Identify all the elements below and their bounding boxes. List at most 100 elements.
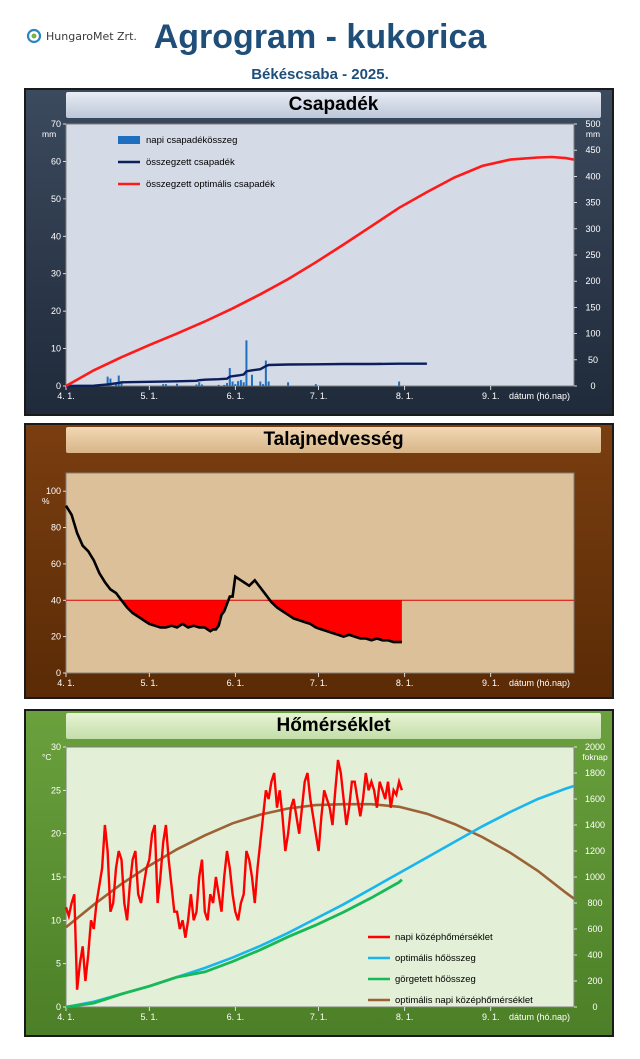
- y-left-unit: %: [42, 496, 50, 506]
- legend-label-2: optimális hőösszeg: [395, 953, 476, 964]
- y-right-tick-label: 2000: [585, 742, 605, 752]
- y-right-unit: mm: [586, 129, 600, 139]
- x-tick-label: 9. 1.: [482, 391, 500, 401]
- legend-label-4: optimális napi középhőmérséklet: [395, 995, 533, 1006]
- soil-moisture-panel: Talajnedvesség 0 20 40 60 80 100% 4. 1. 5. 1. 6.…: [24, 423, 614, 699]
- y-left-tick-label: 20: [51, 632, 61, 642]
- daily-precip-bar: [114, 384, 117, 386]
- y-right-tick-label: 1200: [585, 846, 605, 856]
- y-right-tick-label: 1400: [585, 820, 605, 830]
- x-tick-label: 6. 1.: [227, 391, 245, 401]
- legend-label-cumulative: összegzett csapadék: [146, 157, 235, 168]
- daily-precip-bar: [176, 383, 179, 386]
- daily-precip-bar: [201, 384, 204, 386]
- x-tick-label: 7. 1.: [310, 391, 328, 401]
- y-right-tick-label: 100: [585, 329, 600, 339]
- daily-precip-bar: [162, 384, 165, 386]
- y-right-tick-label: 200: [587, 976, 602, 986]
- y-left-tick-label: 40: [51, 231, 61, 241]
- daily-mean-temp-line: [64, 759, 404, 990]
- y-left-tick-label: 5: [56, 959, 61, 969]
- cumulative-precip-line: [65, 362, 427, 388]
- logo-text: HungaroMet Zrt.: [46, 29, 137, 43]
- daily-precip-bar: [242, 382, 245, 386]
- y-right-tick-label: 400: [585, 171, 600, 181]
- y-right-tick-label: 600: [587, 924, 602, 934]
- daily-precip-bar: [239, 380, 242, 386]
- y-left-tick-label: 20: [51, 306, 61, 316]
- y-right-tick-label: 400: [587, 950, 602, 960]
- y-left-tick-label: 25: [51, 785, 61, 795]
- y-right-tick-label: 350: [585, 198, 600, 208]
- daily-precip-bar: [267, 381, 270, 386]
- y-right-tick-label: 450: [585, 145, 600, 155]
- x-tick-label: 9. 1.: [482, 1012, 500, 1022]
- y-left-unit: mm: [42, 129, 56, 139]
- legend-label-daily: napi csapadékösszeg: [146, 135, 237, 146]
- y-right-tick-label: 250: [585, 250, 600, 260]
- daily-precip-bar: [398, 381, 401, 386]
- x-tick-label: 7. 1.: [310, 678, 328, 688]
- x-tick-label: 5. 1.: [141, 1012, 159, 1022]
- soil-moisture-chart: 0 20 40 60 80 100% 4. 1. 5. 1. 6. 1. 7. 1. 8. 1. 9.…: [42, 472, 575, 688]
- y-left-tick-label: 100: [46, 486, 61, 496]
- x-tick-label: 4. 1.: [57, 678, 75, 688]
- y-left-tick-label: 0: [56, 1002, 61, 1012]
- x-tick-label: 6. 1.: [227, 1012, 245, 1022]
- precipitation-panel: Csapadék 0 10 20 30 40 50 60 70 mm 0 50 100 150 200 25…: [24, 88, 614, 416]
- y-right-tick-label: 1800: [585, 768, 605, 778]
- x-tick-label: 4. 1.: [57, 1012, 75, 1022]
- daily-precip-bar: [198, 382, 201, 386]
- legend-label-1: napi középhőmérséklet: [395, 932, 493, 943]
- x-tick-label: 9. 1.: [482, 678, 500, 688]
- y-left-tick-label: 60: [51, 156, 61, 166]
- y-right-unit: foknap: [582, 752, 608, 762]
- temperature-title: Hőmérséklet: [66, 713, 601, 739]
- x-tick-label: 4. 1.: [57, 391, 75, 401]
- daily-precip-bar: [264, 360, 267, 386]
- x-tick-label: 7. 1.: [310, 1012, 328, 1022]
- daily-precip-bar: [259, 381, 262, 386]
- y-left-tick-label: 30: [51, 742, 61, 752]
- legend-label-optimal: összegzett optimális csapadék: [146, 179, 275, 190]
- y-left-tick-label: 0: [56, 381, 61, 391]
- daily-precip-bar: [109, 378, 112, 386]
- plot-area: [65, 123, 575, 387]
- y-right-tick-label: 0: [590, 381, 595, 391]
- y-left-tick-label: 0: [56, 668, 61, 678]
- daily-precip-bar: [195, 384, 198, 386]
- daily-precip-bar: [226, 383, 229, 386]
- daily-precip-bar: [237, 381, 240, 386]
- optimal-cumulative-precip-line: [65, 155, 575, 388]
- hungaromet-logo: HungaroMet Zrt.: [26, 28, 137, 44]
- y-right-tick-label: 150: [585, 302, 600, 312]
- temperature-panel: Hőmérséklet 0 5 10 15 20 25 30 °C 0 200 400 600 800 1…: [24, 709, 614, 1037]
- daily-precip-bar: [234, 384, 237, 386]
- y-right-tick-label: 800: [587, 898, 602, 908]
- x-tick-label: 8. 1.: [396, 391, 414, 401]
- precipitation-chart: 010203040506070mm05010015020025030035040…: [42, 119, 601, 401]
- temperature-chart: 0 5 10 15 20 25 30°C 0 200 400 600 800 1000 1200 1400 1…: [42, 742, 608, 1022]
- daily-precip-bar: [117, 375, 120, 386]
- x-tick-label: 5. 1.: [141, 391, 159, 401]
- hungaromet-logo-icon: [26, 28, 42, 44]
- daily-precip-bar: [106, 376, 109, 386]
- x-tick-label: 6. 1.: [227, 678, 245, 688]
- daily-precip-bar: [217, 384, 220, 386]
- daily-precip-bar: [262, 384, 265, 386]
- y-left-tick-label: 10: [51, 915, 61, 925]
- daily-precip-bar: [120, 382, 123, 386]
- x-tick-label: 5. 1.: [141, 678, 159, 688]
- y-left-tick-label: 40: [51, 595, 61, 605]
- daily-precip-bar: [250, 374, 253, 386]
- rolling-heat-sum-line: [65, 878, 403, 1009]
- legend-label-3: görgetett hőösszeg: [395, 974, 476, 985]
- plot-area: [65, 472, 575, 674]
- y-left-tick-label: 50: [51, 194, 61, 204]
- page-subtitle: Békéscsaba - 2025.: [251, 66, 389, 83]
- y-right-tick-label: 1600: [585, 794, 605, 804]
- y-right-tick-label: 50: [588, 355, 598, 365]
- page-title: Agrogram - kukorica: [153, 18, 487, 56]
- y-left-tick-label: 80: [51, 523, 61, 533]
- daily-precip-bar: [223, 384, 226, 386]
